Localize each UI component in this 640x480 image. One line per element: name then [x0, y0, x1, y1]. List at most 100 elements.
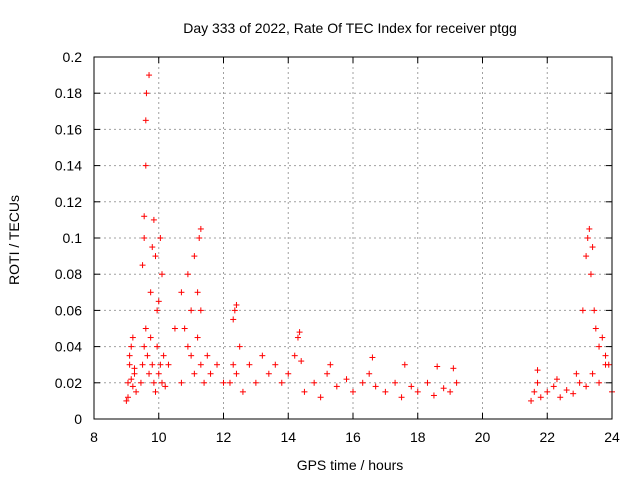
data-point: [589, 244, 596, 251]
data-point: [236, 343, 243, 350]
data-point: [586, 225, 593, 232]
data-point: [184, 343, 191, 350]
data-point: [131, 365, 138, 372]
data-point: [204, 352, 211, 359]
data-point: [220, 379, 227, 386]
data-point: [149, 361, 156, 368]
data-point: [359, 379, 366, 386]
data-point: [147, 334, 154, 341]
x-tick-label: 18: [410, 429, 426, 445]
data-point: [146, 72, 153, 79]
data-point: [453, 379, 460, 386]
data-point: [528, 397, 535, 404]
data-point: [197, 225, 204, 232]
data-point: [382, 388, 389, 395]
data-point: [197, 361, 204, 368]
data-point: [246, 361, 253, 368]
data-point: [596, 379, 603, 386]
y-tick-label: 0.14: [55, 158, 82, 174]
y-axis-label: ROTI / TECUs: [6, 195, 22, 285]
data-point: [231, 307, 238, 314]
data-point: [155, 370, 162, 377]
data-point: [191, 253, 198, 260]
data-point: [440, 385, 447, 392]
data-point: [191, 370, 198, 377]
data-point: [128, 343, 135, 350]
data-point: [141, 213, 148, 220]
data-point: [233, 301, 240, 308]
data-point: [576, 379, 583, 386]
data-point: [201, 379, 208, 386]
data-point: [591, 307, 598, 314]
data-point: [124, 394, 131, 401]
data-point: [589, 370, 596, 377]
data-point: [146, 370, 153, 377]
data-point: [214, 361, 221, 368]
data-point: [570, 390, 577, 397]
data-point: [178, 289, 185, 296]
data-point: [584, 235, 591, 241]
data-point: [178, 379, 185, 386]
y-tick-label: 0.2: [63, 49, 83, 65]
data-point: [343, 376, 350, 383]
data-point: [408, 383, 415, 390]
data-point: [162, 383, 169, 390]
data-point: [291, 352, 298, 359]
x-axis-ticks: 8 10 12 14 16 18 20 22 24: [90, 57, 620, 445]
data-point: [123, 397, 130, 404]
data-point: [158, 379, 165, 386]
data-point: [544, 388, 551, 395]
data-point: [272, 361, 279, 368]
data-point: [350, 388, 356, 395]
data-point: [602, 352, 609, 359]
data-point: [152, 388, 159, 395]
data-point: [294, 334, 301, 341]
data-point: [157, 235, 164, 241]
data-point: [233, 370, 240, 377]
data-point: [298, 358, 305, 365]
data-point: [553, 376, 560, 383]
data-point: [587, 271, 594, 278]
data-point: [197, 307, 204, 314]
y-tick-label: 0.12: [55, 194, 82, 210]
data-point: [430, 392, 437, 399]
data-point: [150, 379, 157, 386]
data-point: [450, 365, 457, 372]
data-point: [296, 329, 303, 336]
data-point: [196, 235, 203, 241]
data-point: [392, 379, 399, 386]
data-point: [414, 388, 421, 395]
data-point: [327, 361, 334, 368]
data-point: [142, 162, 149, 169]
data-point: [150, 216, 157, 223]
data-point: [534, 379, 541, 386]
data-point: [372, 383, 379, 390]
data-point: [139, 262, 146, 269]
data-point: [142, 117, 149, 124]
data-point: [184, 271, 191, 278]
data-point: [398, 394, 405, 401]
data-point: [131, 370, 138, 377]
grid: [94, 57, 612, 419]
data-point: [129, 383, 136, 390]
data-point: [226, 379, 233, 386]
data-point: [324, 370, 331, 377]
data-point: [434, 363, 441, 370]
data-point: [259, 352, 266, 359]
data-point: [424, 379, 431, 386]
y-axis-ticks: 0 0.02 0.04 0.06 0.08 0.1 0.12 0.14 0.16 0.18 0.2: [55, 49, 612, 427]
data-point: [143, 90, 150, 97]
data-point: [139, 361, 146, 368]
y-tick-label: 0.16: [55, 121, 82, 137]
data-point: [160, 352, 167, 359]
x-tick-label: 22: [539, 429, 555, 445]
data-point: [126, 352, 133, 359]
data-point: [401, 361, 408, 368]
data-point: [144, 352, 151, 359]
data-point: [188, 352, 195, 359]
chart-title: Day 333 of 2022, Rate Of TEC Index for r…: [183, 20, 517, 36]
y-tick-label: 0.06: [55, 302, 82, 318]
data-point: [152, 253, 159, 260]
data-point: [537, 394, 544, 401]
